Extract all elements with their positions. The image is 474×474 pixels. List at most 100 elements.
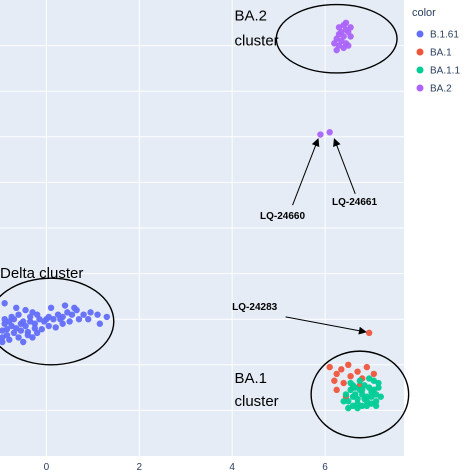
cluster-ellipse-0: [275, 3, 398, 74]
legend: color B.1.61 BA.1 BA.1.1 BA.2: [412, 7, 460, 95]
point-ba-1-10: [370, 370, 378, 378]
point-b-1-61-17: [80, 311, 87, 318]
point-b-1-61-55: [103, 313, 111, 321]
annotation-label-7: cluster: [235, 393, 279, 410]
annotation-label-5: LQ-24283: [232, 302, 277, 313]
point-b-1-61-50: [47, 304, 55, 311]
point-ba-1-5: [354, 368, 361, 375]
point-ba-2-16: [331, 40, 338, 47]
point-ba-1-4: [347, 373, 354, 380]
point-ba-2-18: [333, 46, 340, 54]
x-tick-label-0: 0: [44, 462, 50, 473]
point-ba-1-2: [333, 370, 340, 378]
legend-label-1: BA.1: [430, 48, 452, 59]
annotation-label-3: LQ-24661: [332, 197, 377, 208]
point-ba-1-1-31: [375, 379, 382, 387]
data-points: [0, 19, 384, 412]
point-ba-1-8: [345, 361, 352, 368]
point-ba-1-14: [331, 377, 338, 384]
annotation-label-2: LQ-24660: [260, 211, 305, 222]
point-b-1-61-56: [13, 304, 20, 311]
legend-marker-2: [416, 66, 424, 74]
point-b-1-61-28: [52, 324, 59, 331]
point-b-1-61-45: [0, 338, 6, 346]
point-b-1-61-44: [75, 316, 83, 323]
x-tick-label-1: 2: [137, 462, 143, 473]
legend-title: color: [412, 7, 436, 19]
point-ba-1-1-34: [345, 404, 352, 412]
point-ba-1-1-30: [349, 382, 357, 389]
point-ba-1-1-20: [372, 398, 380, 405]
point-b-1-61-7: [31, 320, 39, 327]
point-ba-1-1-27: [352, 391, 359, 398]
point-b-1-61-22: [10, 329, 18, 337]
grid-lines: [0, 0, 404, 456]
point-b-1-61-27: [45, 322, 52, 330]
point-ba-1-1-29: [359, 386, 366, 394]
point-ba-1-1-28: [368, 393, 375, 400]
point-ba-1-9: [363, 363, 371, 371]
point-ba-1-1-33: [340, 398, 347, 405]
point-b-1-61-53: [85, 316, 92, 323]
cluster-ellipse-1: [0, 277, 115, 366]
point-b-1-61-49: [33, 329, 41, 337]
annotation-arrow-1: [333, 138, 356, 194]
point-b-1-61-43: [66, 318, 73, 325]
point-ba-1-1-14: [375, 384, 382, 391]
point-ba-1-1-7: [377, 393, 384, 400]
point-ba-1-7: [338, 366, 345, 373]
point-ba-2-17: [347, 24, 354, 31]
point-b-1-61-37: [10, 316, 18, 323]
point-ba-1-1-32: [354, 404, 361, 412]
legend-label-2: BA.1.1: [430, 66, 460, 77]
point-b-1-61-32: [15, 311, 22, 318]
point-b-1-61-51: [61, 302, 69, 309]
point-b-1-61-38: [20, 318, 27, 325]
point-b-1-61-39: [26, 313, 34, 321]
point-b-1-61-54: [96, 320, 104, 327]
annotation-label-6: BA.1: [235, 370, 268, 387]
annotation-label-4: Delta cluster: [0, 265, 83, 282]
point-b-1-61-47: [15, 334, 22, 341]
point-b-1-61-58: [20, 338, 27, 346]
cluster-ellipse-2: [310, 350, 410, 439]
annotations: BA.2 cluster LQ-24660 LQ-24661 Delta cluster…: [0, 8, 377, 410]
point-ba-1-1-23: [356, 377, 364, 384]
point-b-1-61-59: [29, 334, 36, 341]
x-tick-label-3: 6: [322, 462, 328, 473]
annotation-arrow-0: [292, 138, 320, 206]
point-b-1-61-23: [17, 327, 25, 334]
point-ba-1-1-35: [363, 402, 371, 410]
annotation-arrows: [285, 138, 367, 335]
x-tick-label-2: 4: [229, 462, 235, 473]
point-b-1-61-33: [22, 306, 29, 314]
point-b-1-61-11: [50, 316, 57, 323]
legend-label-0: B.1.61: [430, 30, 459, 41]
annotation-label-0: BA.2: [235, 8, 268, 25]
legend-marker-0: [416, 30, 424, 38]
point-ba-1-0: [365, 329, 373, 337]
point-ba-2-19: [342, 19, 350, 26]
point-ba-1-3: [340, 379, 347, 387]
point-b-1-61-42: [57, 316, 64, 323]
point-ba-1-11: [333, 386, 340, 394]
point-b-1-61-40: [33, 311, 41, 318]
point-ba-1-1: [326, 363, 333, 371]
legend-marker-1: [416, 48, 424, 56]
point-ba-2-1: [326, 129, 333, 136]
point-ba-1-1-26: [361, 395, 368, 403]
point-b-1-61-19: [94, 311, 101, 318]
point-ba-2-10: [347, 33, 354, 40]
x-axis-ticks: 0 2 4 6: [44, 462, 329, 473]
point-ba-1-1-0: [345, 398, 352, 405]
point-b-1-61-18: [87, 309, 94, 316]
point-ba-2-15: [345, 42, 352, 49]
point-b-1-61-52: [71, 304, 78, 311]
point-b-1-61-26: [38, 326, 45, 333]
point-ba-1-1-36: [372, 402, 380, 410]
point-b-1-61-1: [3, 326, 11, 333]
point-b-1-61-57: [1, 300, 8, 307]
point-b-1-61-46: [6, 336, 13, 343]
point-ba-2-0: [317, 131, 324, 138]
